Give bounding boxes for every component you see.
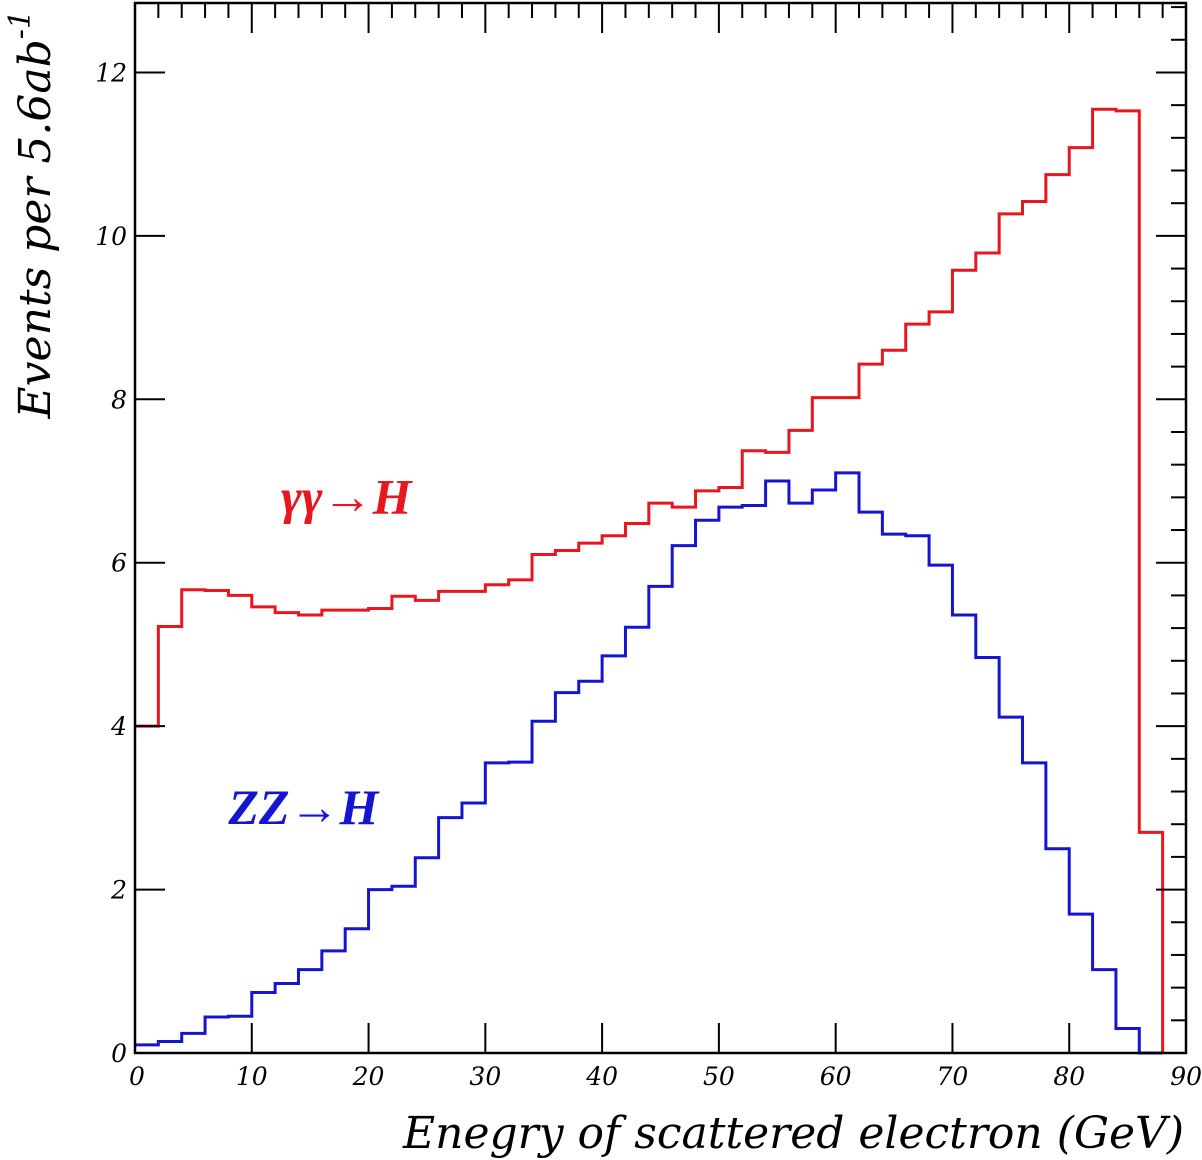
x-tick-label: 30 [469, 1062, 501, 1091]
y-axis-title-superscript: -1 [3, 10, 38, 39]
y-axis-title: Events per 5.6ab-1 [3, 10, 61, 419]
axis-ticks: 0 2 4 6 8 10 12 0 10 20 30 40 50 60 70 80 90 [95, 3, 1202, 1091]
x-tick-label: 10 [236, 1062, 268, 1091]
y-tick-label: 2 [110, 876, 127, 905]
x-tick-label: 0 [129, 1062, 145, 1091]
x-tick-label: 60 [820, 1062, 852, 1091]
x-tick-label: 40 [585, 1062, 618, 1091]
y-tick-label: 8 [111, 385, 127, 414]
x-tick-label: 50 [703, 1062, 735, 1091]
plot-frame [133, 1, 1188, 1055]
y-tick-label: 10 [95, 222, 127, 251]
y-tick-label: 12 [95, 58, 127, 87]
x-tick-label: 90 [1170, 1062, 1202, 1091]
y-axis-title-main: Events per 5.6ab [10, 39, 61, 419]
series-line-zz-h [135, 471, 1163, 1055]
annotation-zz-h: ZZ→H [227, 779, 380, 835]
x-tick-label: 20 [352, 1062, 385, 1091]
x-tick-label: 70 [937, 1062, 969, 1091]
y-tick-label: 4 [110, 712, 127, 741]
series-line-gamma-gamma-h [135, 107, 1165, 1053]
x-axis-title: Enegry of scattered electron (GeV) [402, 1108, 1184, 1159]
annotation-gamma-gamma-h: γγ→H [281, 469, 414, 525]
x-tick-label: 80 [1053, 1062, 1085, 1091]
y-tick-label: 0 [111, 1039, 127, 1068]
y-tick-label: 6 [111, 549, 127, 578]
plot-area [135, 107, 1165, 1055]
